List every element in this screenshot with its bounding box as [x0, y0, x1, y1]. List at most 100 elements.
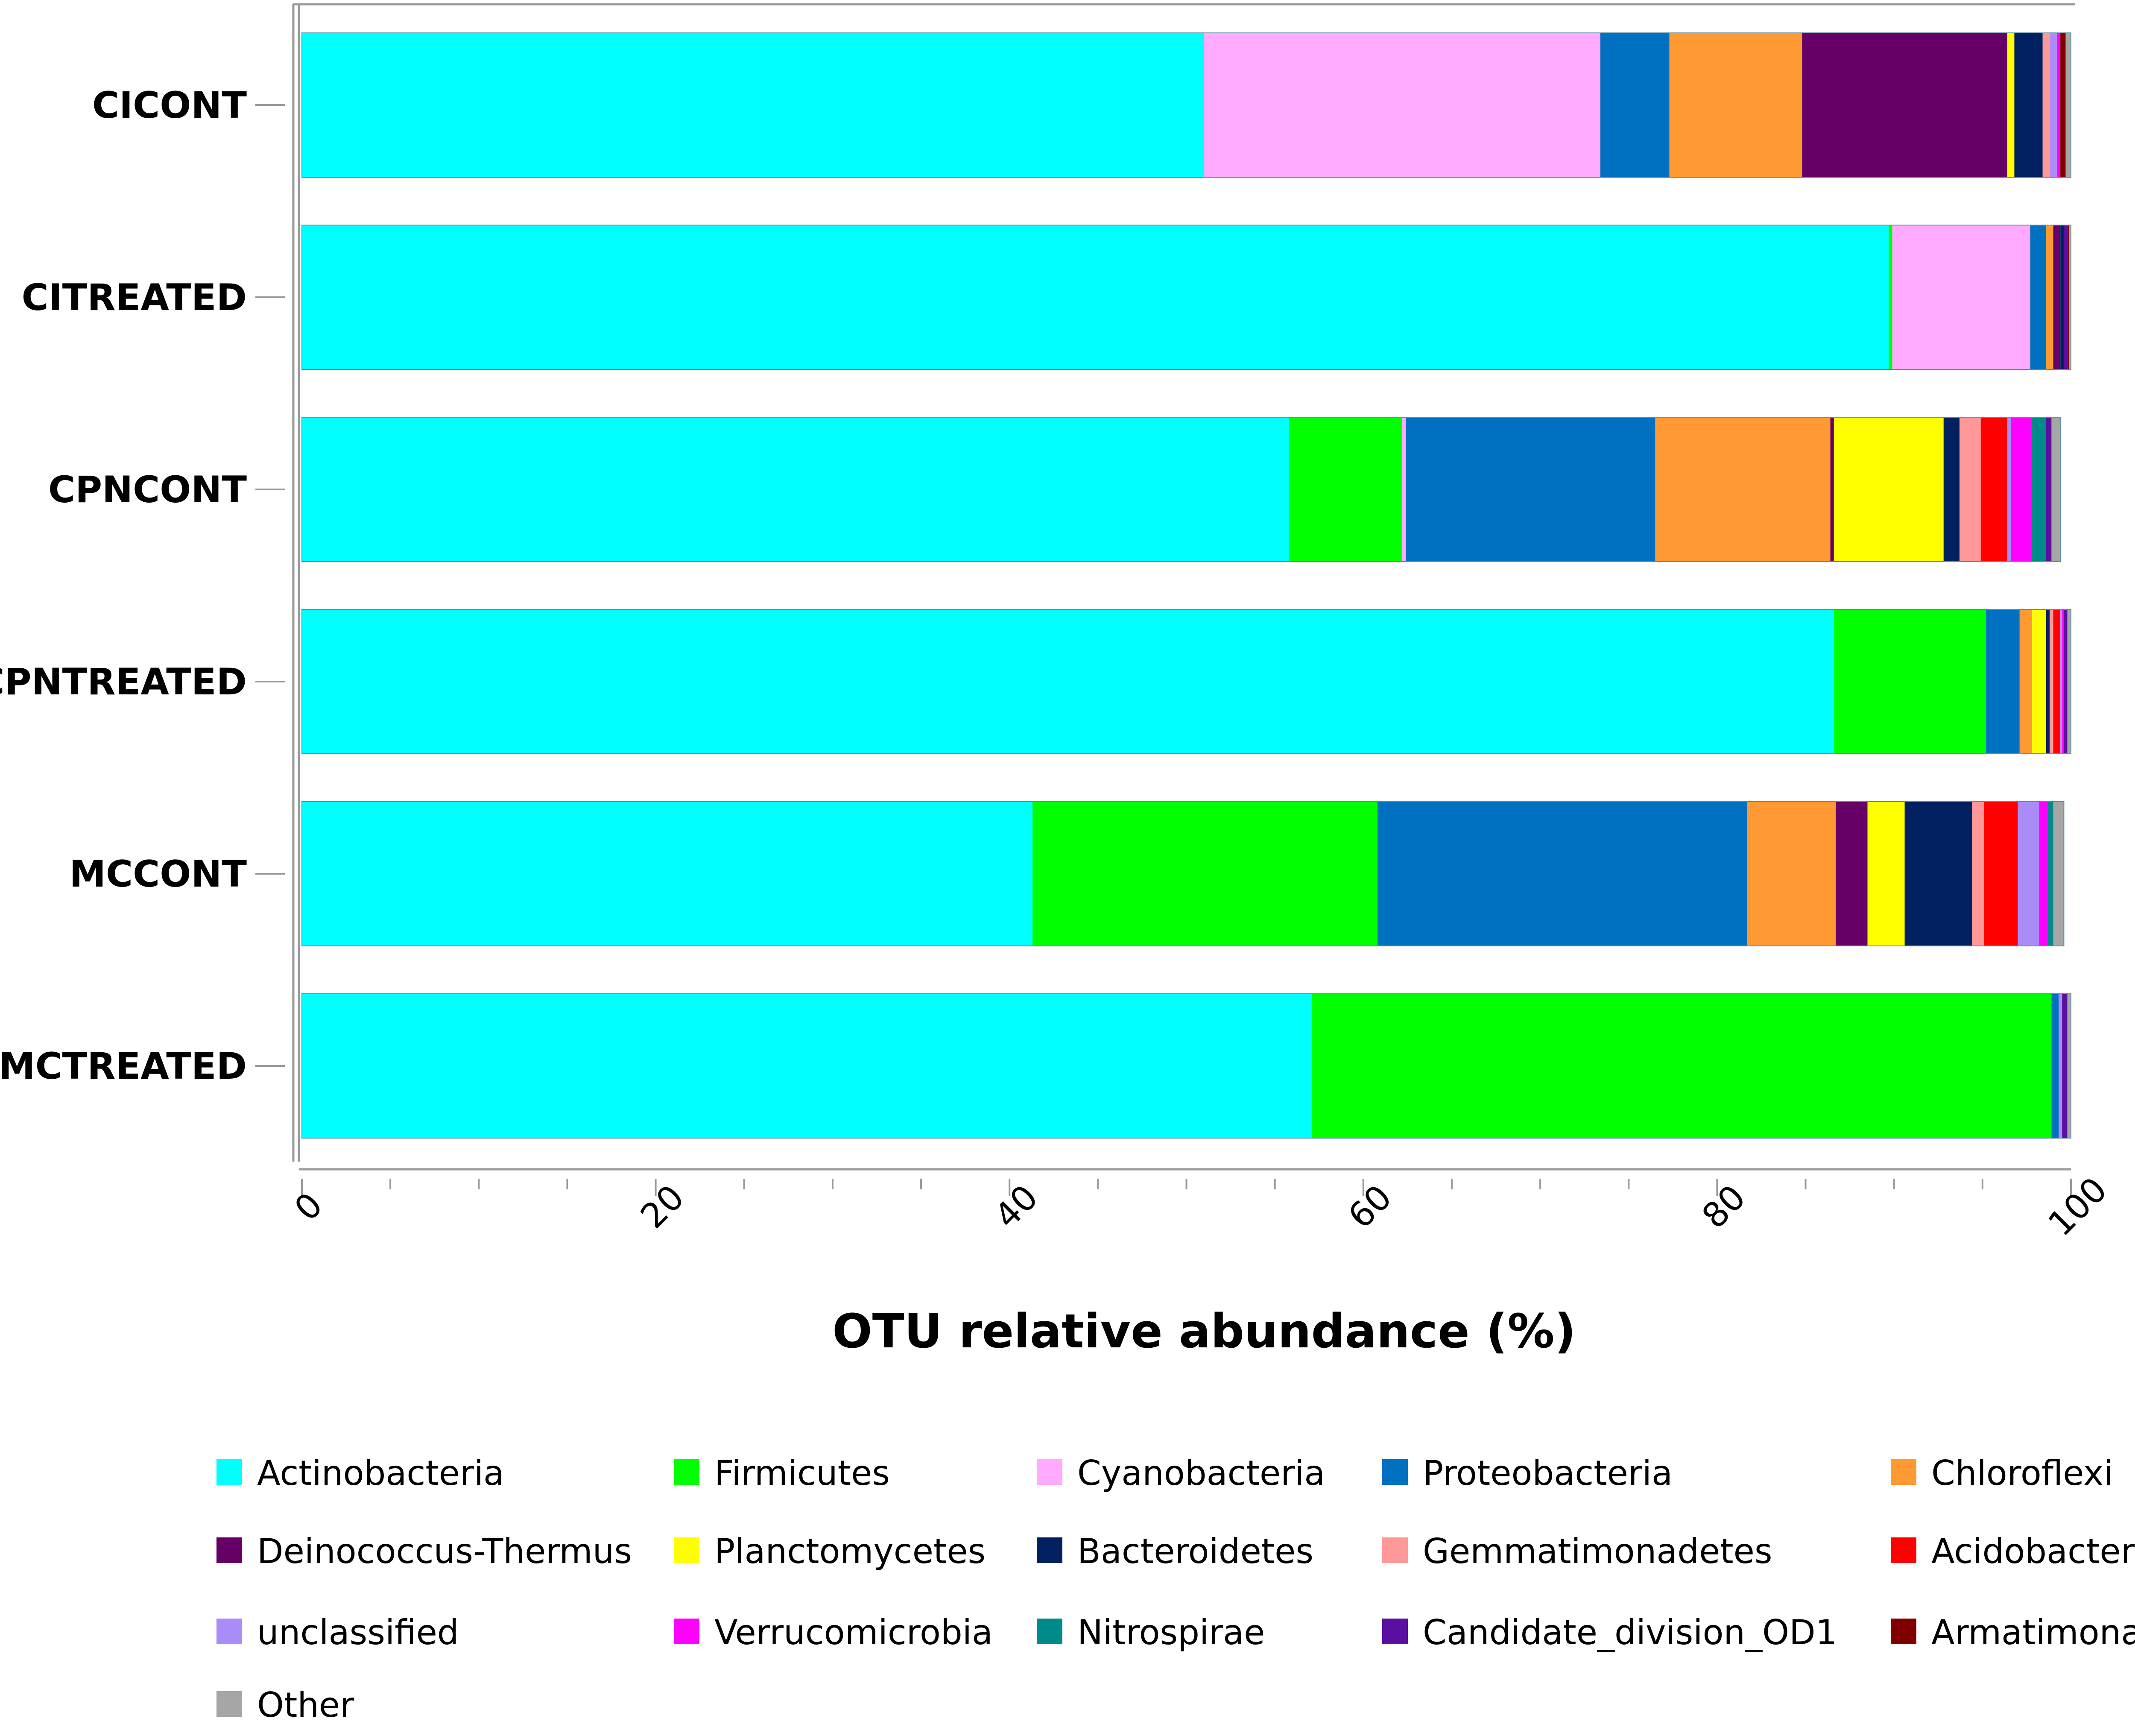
- bar-segment: [1830, 417, 1834, 562]
- legend-item: Nitrospirae: [1037, 1613, 1265, 1652]
- legend-label: Chloroflexi: [1931, 1453, 2113, 1493]
- category-label: CICONT: [92, 84, 247, 127]
- legend-item: Chloroflexi: [1891, 1453, 2113, 1493]
- bar-segment: [302, 417, 1289, 562]
- category-label: CITREATED: [22, 276, 247, 319]
- category-label: CPNTREATED: [0, 661, 247, 703]
- bar-segment: [1986, 609, 2020, 754]
- legend-label: Cyanobacteria: [1077, 1453, 1325, 1493]
- legend-item: Deinococcus-Thermus: [216, 1531, 632, 1571]
- bar-segment: [2067, 994, 2071, 1138]
- bar-segment: [2064, 609, 2068, 754]
- legend-swatch: [674, 1459, 699, 1485]
- legend-label: Other: [257, 1685, 354, 1725]
- bar-segment: [1032, 802, 1378, 946]
- bar-segment: [2018, 802, 2039, 946]
- bar-segment: [2053, 802, 2064, 946]
- bar-segment: [1904, 802, 1972, 946]
- legend-label: Candidate_division_OD1: [1423, 1613, 1837, 1652]
- bar-segment: [1655, 417, 1831, 562]
- x-tick-label: 60: [1340, 1177, 1399, 1236]
- legend-item: Acidobacteria: [1891, 1531, 2135, 1571]
- legend-item: unclassified: [216, 1613, 459, 1652]
- x-ticks: 0 20 40 60 80 100: [287, 1170, 2115, 1244]
- legend-label: unclassified: [257, 1613, 459, 1652]
- legend-swatch: [1891, 1537, 1916, 1563]
- bar-segment: [302, 225, 1889, 369]
- bar-segment: [2062, 609, 2064, 754]
- legend-swatch: [1037, 1619, 1062, 1644]
- legend-label: Firmicutes: [714, 1453, 890, 1493]
- bar-segment: [2014, 33, 2043, 177]
- bar-segment: [1600, 33, 1670, 177]
- bar-segment: [302, 609, 1834, 754]
- bar-segment: [2007, 33, 2015, 177]
- bar-segment: [302, 33, 1204, 177]
- bar-segment: [1889, 225, 1892, 369]
- legend-swatch: [1382, 1537, 1408, 1563]
- x-tick-label: 40: [987, 1177, 1046, 1236]
- bar-segment: [1835, 802, 1868, 946]
- legend-label: Planctomycetes: [714, 1531, 986, 1571]
- legend-item: Firmicutes: [674, 1453, 890, 1493]
- bar-outline: [301, 417, 2061, 562]
- bar-segment: [2058, 994, 2062, 1138]
- bar-segment: [1312, 994, 2052, 1138]
- x-tick-label: 20: [633, 1177, 692, 1236]
- bar-segment: [2039, 802, 2048, 946]
- bar-outline: [301, 993, 2071, 1139]
- bar-segment: [302, 802, 1033, 946]
- bar-segment: [2053, 225, 2061, 369]
- bar-segment: [2051, 994, 2059, 1138]
- bar-segment: [1834, 609, 1986, 754]
- bar-outline: [301, 801, 2065, 946]
- bar-segment: [1747, 802, 1836, 946]
- bar-segment: [1867, 802, 1905, 946]
- bar-segment: [2067, 609, 2071, 754]
- legend-item: Bacteroidetes: [1037, 1531, 1313, 1571]
- legend-swatch: [1037, 1537, 1062, 1563]
- axes: [292, 3, 2075, 1171]
- bar-segment: [2065, 33, 2071, 177]
- bar-segment: [1289, 417, 1402, 562]
- bar-segment: [2062, 994, 2068, 1138]
- legend-item: Planctomycetes: [674, 1531, 986, 1571]
- bar-segment: [2032, 609, 2046, 754]
- category-label: MCTREATED: [0, 1045, 247, 1088]
- bar-segment: [302, 994, 1312, 1138]
- legend-label: Acidobacteria: [1931, 1531, 2135, 1571]
- bar-segment: [2060, 609, 2062, 754]
- bar-segment: [2053, 609, 2061, 754]
- legend-swatch: [1037, 1459, 1062, 1485]
- bar-segment: [1377, 802, 1747, 946]
- bar-segment: [2051, 417, 2061, 562]
- bar-segment: [1980, 417, 2007, 562]
- category-label: MCCONT: [69, 853, 247, 896]
- legend-label: Armatimonadetes: [1931, 1613, 2135, 1652]
- legend-item: Other: [216, 1685, 354, 1725]
- bar-segment: [2050, 33, 2057, 177]
- bar-segment: [1892, 225, 2030, 369]
- legend-label: Nitrospirae: [1077, 1613, 1265, 1652]
- bar-outline: [301, 32, 2071, 178]
- category-label: CPNCONT: [48, 468, 247, 511]
- bar-segment: [2019, 609, 2032, 754]
- legend-label: Proteobacteria: [1423, 1453, 1673, 1493]
- bar-segment: [2046, 417, 2052, 562]
- bar-outline: [301, 225, 2071, 370]
- bar-segment: [2069, 225, 2071, 369]
- bar-segment: [1669, 33, 1802, 177]
- legend: Actinobacteria Firmicutes Cyanobacteria Pro…: [216, 1453, 2135, 1725]
- legend-swatch: [1382, 1619, 1408, 1644]
- bar-segment: [2046, 225, 2053, 369]
- legend-label: Verrucomicrobia: [714, 1613, 993, 1652]
- legend-item: Verrucomicrobia: [674, 1613, 993, 1652]
- legend-swatch: [216, 1691, 242, 1717]
- legend-item: Proteobacteria: [1382, 1453, 1673, 1493]
- bar-segment: [2007, 417, 2011, 562]
- bar-segment: [2011, 417, 2032, 562]
- category-labels: CICONT CITREATED CPNCONT CPNTREATED MCCONT MC…: [0, 84, 285, 1088]
- bar-segment: [2064, 225, 2068, 369]
- x-tick-label: 0: [287, 1185, 330, 1229]
- bar-segment: [2060, 225, 2064, 369]
